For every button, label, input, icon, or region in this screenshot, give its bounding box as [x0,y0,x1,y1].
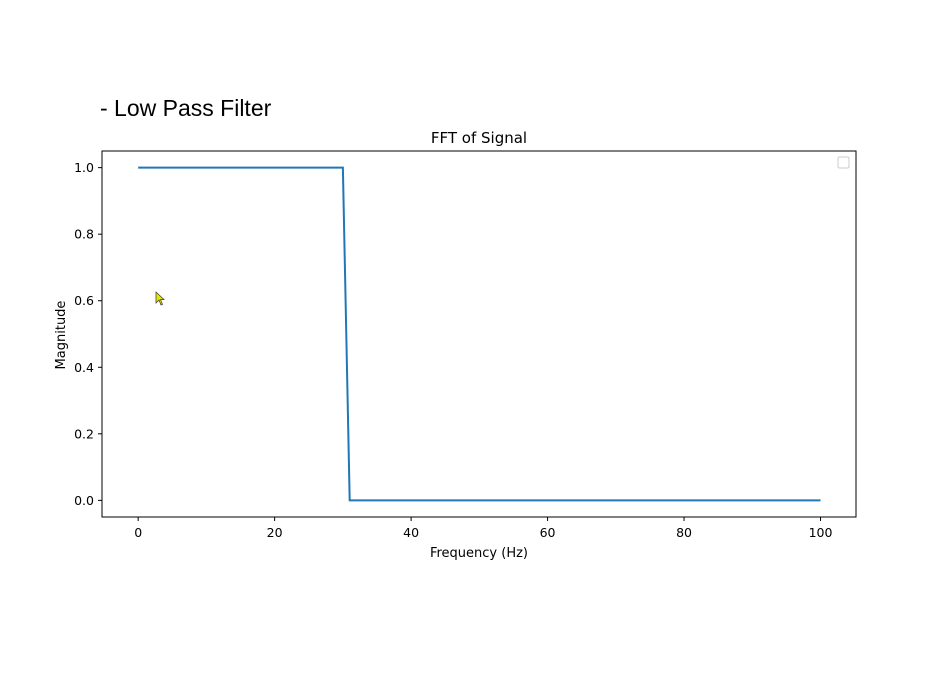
y-axis-ticks: 0.0 0.2 0.4 0.6 0.8 1.0 [74,160,102,508]
series-line [138,166,821,502]
x-axis-ticks: 0 20 40 60 80 100 [134,517,832,540]
y-tick-label: 1.0 [74,160,94,175]
y-axis-title: Magnitude [54,301,69,370]
x-tick-label: 60 [540,525,556,540]
slide-heading: - Low Pass Filter [100,95,272,121]
plot-frame [101,150,857,518]
chart-title: FFT of Signal [431,129,527,147]
legend-box [837,156,850,169]
y-tick-label: 0.4 [74,360,94,375]
x-axis-title: Frequency (Hz) [430,546,528,561]
x-tick-label: 20 [267,525,283,540]
x-tick-label: 80 [676,525,692,540]
y-tick-label: 0.2 [74,426,94,441]
x-tick-label: 40 [403,525,419,540]
y-tick-label: 0.8 [74,227,94,242]
y-tick-label: 0.6 [74,293,94,308]
mouse-cursor-icon [155,291,165,306]
x-tick-label: 0 [134,525,142,540]
x-tick-label: 100 [809,525,833,540]
y-tick-label: 0.0 [74,493,94,508]
